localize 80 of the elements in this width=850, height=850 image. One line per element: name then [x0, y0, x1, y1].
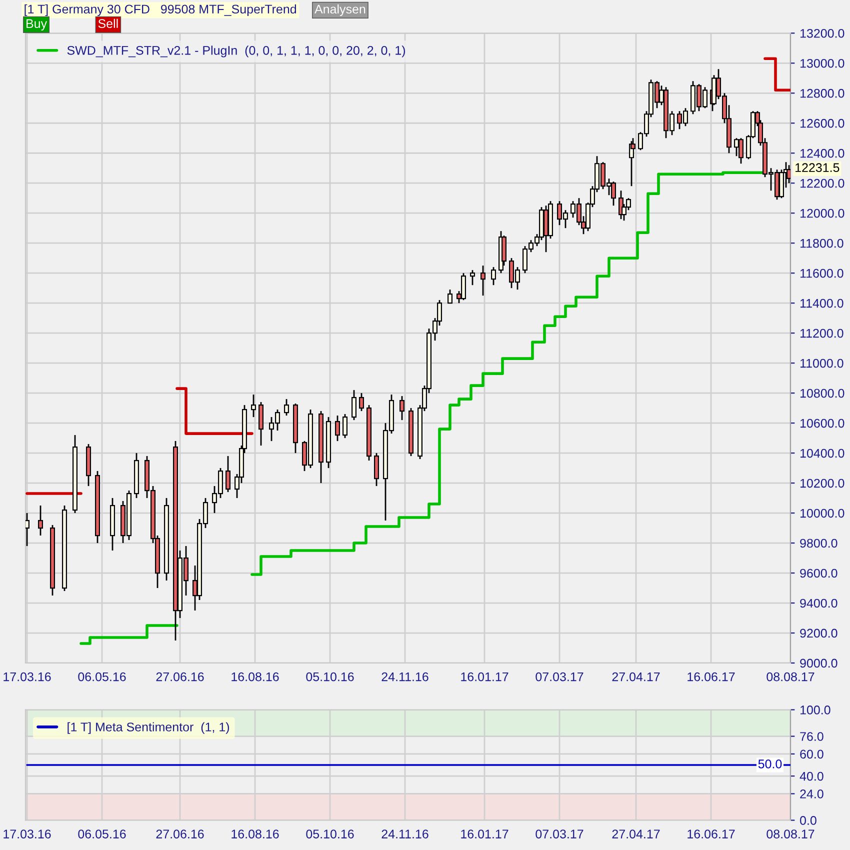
x-tick-label: 24.11.16: [382, 830, 428, 838]
x-tick-label: 27.04.17: [612, 830, 660, 838]
candlestick: [447, 288, 453, 304]
y-tick-label: 9000.0: [800, 658, 838, 668]
y-tick-label: 11400.0: [800, 298, 844, 308]
candlestick: [501, 234, 507, 266]
chart-title: [1 T] Germany 30 CFD 99508 MTF_SuperTrend: [24, 4, 296, 16]
y-tick-label: 11800.0: [800, 238, 844, 248]
x-tick-label: 16.01.17: [461, 672, 508, 682]
y-tick-label: 40.0: [800, 772, 824, 781]
candlestick: [374, 452, 380, 487]
candlestick: [610, 180, 616, 206]
candlestick: [786, 164, 790, 184]
x-tick-label: 17.03.16: [4, 830, 51, 838]
x-tick-label: 08.08.17: [766, 672, 814, 682]
x-tick-label: 06.05.16: [78, 830, 126, 838]
x-tick-label: 07.03.17: [536, 830, 584, 838]
y-tick-label: 76.0: [800, 732, 824, 741]
candlestick: [470, 269, 476, 286]
y-tick-label: 12800.0: [800, 88, 844, 98]
y-tick-label: 12600.0: [800, 118, 844, 128]
x-tick-label: 07.03.17: [536, 672, 584, 682]
candlestick: [460, 272, 466, 301]
candlestick: [358, 392, 364, 412]
candlestick: [38, 504, 44, 536]
x-tick-label: 06.05.16: [78, 672, 126, 682]
y-tick-label: 11600.0: [800, 268, 844, 278]
x-tick-label: 16.08.16: [232, 672, 279, 682]
y-tick-label: 12200.0: [800, 178, 844, 188]
y-tick-label: 10400.0: [800, 448, 844, 458]
x-tick-label: 16.06.17: [688, 672, 735, 682]
y-tick-label: 12000.0: [800, 208, 844, 218]
candlestick: [258, 401, 264, 446]
text: Buy: [26, 19, 48, 30]
candlestick: [738, 137, 744, 164]
candlestick: [734, 137, 740, 157]
y-tick-label: 13000.0: [800, 58, 844, 68]
annotation: 50.0: [758, 760, 782, 768]
x-tick-label: 05.10.16: [306, 672, 354, 682]
y-tick-label: 0.0: [800, 816, 816, 825]
y-tick-label: 10600.0: [800, 418, 844, 428]
y-tick-label: 11000.0: [800, 358, 844, 368]
candlestick: [334, 414, 340, 442]
x-tick-label: 16.06.17: [688, 830, 735, 838]
text: Analysen: [314, 4, 366, 16]
candlestick: [480, 264, 486, 296]
candlestick: [225, 455, 231, 493]
y-tick-label: 10800.0: [800, 388, 844, 398]
legend-label: SWD_MTF_STR_v2.1 - PlugIn (0, 0, 1, 1, 1, 0, 0, 20, 2, 0, 1): [67, 46, 406, 58]
y-tick-label: 60.0: [800, 750, 824, 759]
y-tick-label: 100.0: [800, 706, 830, 714]
y-tick-label: 12400.0: [800, 148, 844, 158]
y-tick-label: 10000.0: [800, 508, 844, 518]
y-tick-label: 9400.0: [800, 598, 838, 608]
x-tick-label: 08.08.17: [766, 830, 814, 838]
candlestick: [490, 266, 496, 286]
candlestick: [26, 512, 30, 547]
y-tick-label: 13200.0: [800, 28, 844, 38]
x-tick-label: 16.01.17: [461, 830, 508, 838]
y-tick-label: 10200.0: [800, 478, 844, 488]
annotation: 12231.5: [796, 163, 840, 172]
candlestick: [284, 398, 290, 416]
y-tick-label: 9600.0: [800, 568, 838, 578]
x-tick-label: 16.08.16: [232, 830, 279, 838]
text: Sell: [98, 18, 118, 28]
candlestick: [250, 394, 256, 418]
legend-label: [1 T] Meta Sentimentor (1, 1): [68, 722, 230, 734]
x-tick-label: 27.06.16: [156, 830, 204, 838]
candlestick: [342, 413, 348, 439]
y-tick-label: 9800.0: [800, 538, 838, 548]
candlestick: [351, 389, 357, 421]
x-tick-label: 24.11.16: [382, 672, 428, 682]
y-tick-label: 11200.0: [800, 328, 844, 338]
x-tick-label: 27.06.16: [156, 672, 204, 682]
x-tick-label: 05.10.16: [306, 830, 354, 838]
candlestick: [399, 395, 405, 421]
x-tick-label: 17.03.16: [4, 672, 51, 682]
y-tick-label: 9200.0: [800, 628, 838, 638]
x-tick-label: 27.04.17: [612, 672, 660, 682]
y-tick-label: 24.0: [800, 790, 824, 798]
